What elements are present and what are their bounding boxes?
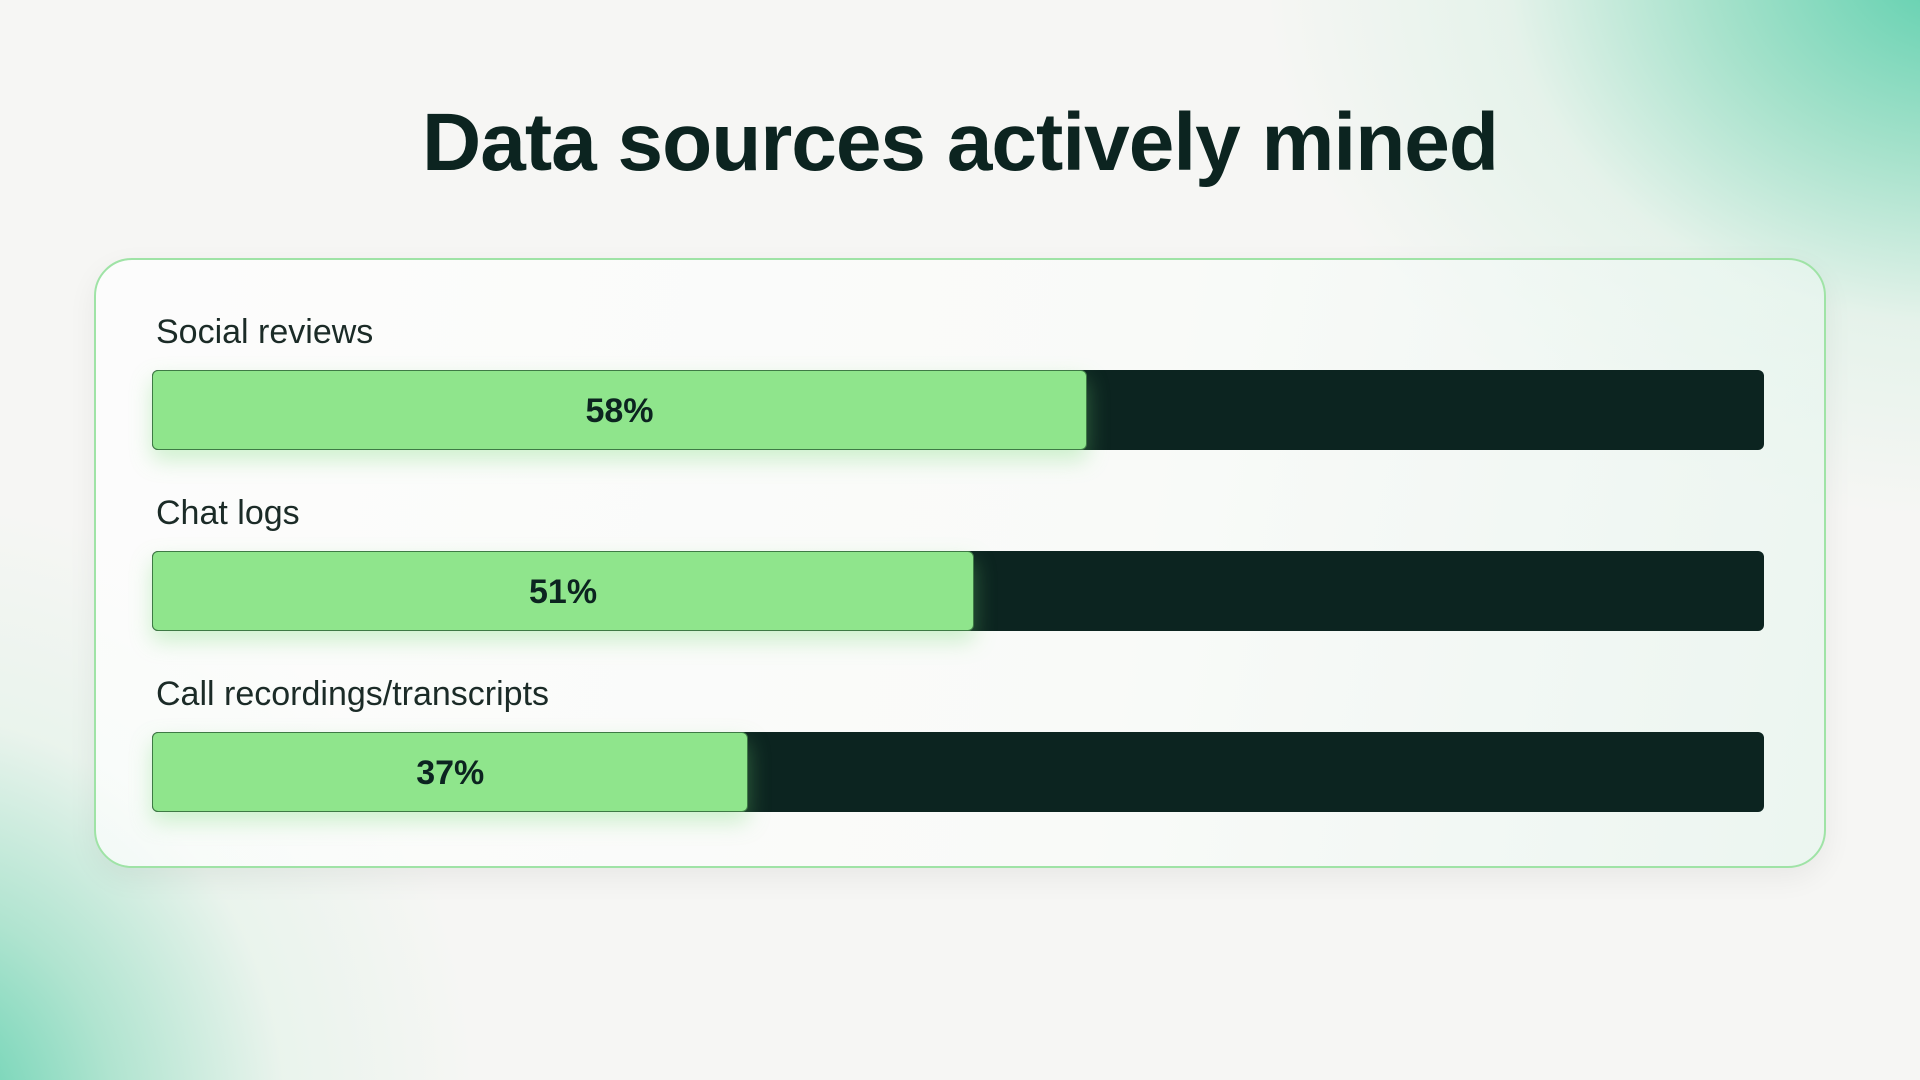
- bar-fill: 51%: [152, 551, 975, 631]
- value-label: 51%: [529, 573, 598, 611]
- value-label: 58%: [585, 392, 654, 430]
- category-label: Social reviews: [156, 313, 374, 351]
- bar-track: 37%: [152, 732, 1764, 812]
- page-title: Data sources actively mined: [422, 97, 1499, 188]
- chart-card: Social reviews 58% Chat logs 51% Call re…: [94, 258, 1826, 868]
- bar-row-chat-logs: Chat logs 51%: [152, 487, 1764, 631]
- bar-fill: 58%: [152, 370, 1087, 450]
- category-label: Call recordings/transcripts: [156, 675, 550, 713]
- bar-row-call-recordings: Call recordings/transcripts 37%: [152, 668, 1764, 812]
- bar-fill: 37%: [152, 732, 749, 812]
- category-label: Chat logs: [156, 494, 300, 532]
- bar-track: 51%: [152, 551, 1764, 631]
- value-label: 37%: [416, 754, 485, 792]
- bar-track: 58%: [152, 370, 1764, 450]
- bar-row-social-reviews: Social reviews 58%: [152, 306, 1764, 450]
